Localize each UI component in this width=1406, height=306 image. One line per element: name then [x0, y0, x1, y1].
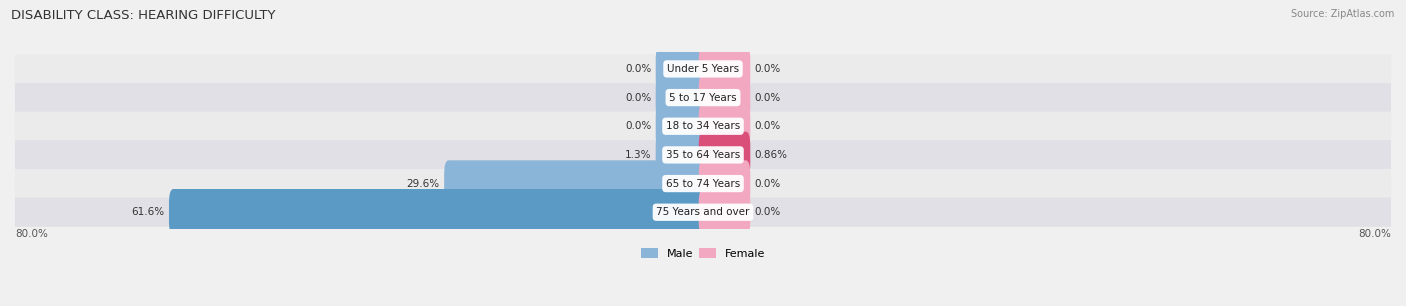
Text: 80.0%: 80.0% — [15, 230, 48, 239]
FancyBboxPatch shape — [15, 140, 1391, 170]
FancyBboxPatch shape — [699, 74, 751, 121]
Text: 75 Years and over: 75 Years and over — [657, 207, 749, 217]
FancyBboxPatch shape — [15, 83, 1391, 112]
Text: 0.0%: 0.0% — [755, 64, 780, 74]
Text: 29.6%: 29.6% — [406, 179, 440, 188]
FancyBboxPatch shape — [15, 198, 1391, 227]
Text: 5 to 17 Years: 5 to 17 Years — [669, 93, 737, 103]
Text: 35 to 64 Years: 35 to 64 Years — [666, 150, 740, 160]
FancyBboxPatch shape — [655, 46, 707, 92]
Text: 1.3%: 1.3% — [624, 150, 651, 160]
FancyBboxPatch shape — [15, 54, 1391, 84]
FancyBboxPatch shape — [655, 103, 707, 149]
FancyBboxPatch shape — [699, 103, 751, 149]
Text: 0.0%: 0.0% — [626, 64, 651, 74]
Text: 80.0%: 80.0% — [1358, 230, 1391, 239]
FancyBboxPatch shape — [169, 189, 707, 235]
FancyBboxPatch shape — [444, 160, 707, 207]
Text: 0.0%: 0.0% — [626, 93, 651, 103]
FancyBboxPatch shape — [699, 46, 751, 92]
Text: 61.6%: 61.6% — [132, 207, 165, 217]
FancyBboxPatch shape — [699, 189, 751, 235]
Legend: Male, Female: Male, Female — [637, 243, 769, 263]
FancyBboxPatch shape — [655, 132, 707, 178]
Text: 0.0%: 0.0% — [626, 121, 651, 131]
Text: DISABILITY CLASS: HEARING DIFFICULTY: DISABILITY CLASS: HEARING DIFFICULTY — [11, 9, 276, 22]
FancyBboxPatch shape — [655, 74, 707, 121]
Text: 0.86%: 0.86% — [755, 150, 787, 160]
Text: 18 to 34 Years: 18 to 34 Years — [666, 121, 740, 131]
Text: 0.0%: 0.0% — [755, 121, 780, 131]
Text: 0.0%: 0.0% — [755, 93, 780, 103]
Text: 0.0%: 0.0% — [755, 179, 780, 188]
Text: 65 to 74 Years: 65 to 74 Years — [666, 179, 740, 188]
FancyBboxPatch shape — [15, 169, 1391, 198]
Text: Source: ZipAtlas.com: Source: ZipAtlas.com — [1291, 9, 1395, 19]
FancyBboxPatch shape — [699, 132, 751, 178]
Text: 0.0%: 0.0% — [755, 207, 780, 217]
Text: Under 5 Years: Under 5 Years — [666, 64, 740, 74]
FancyBboxPatch shape — [15, 112, 1391, 141]
FancyBboxPatch shape — [699, 160, 751, 207]
